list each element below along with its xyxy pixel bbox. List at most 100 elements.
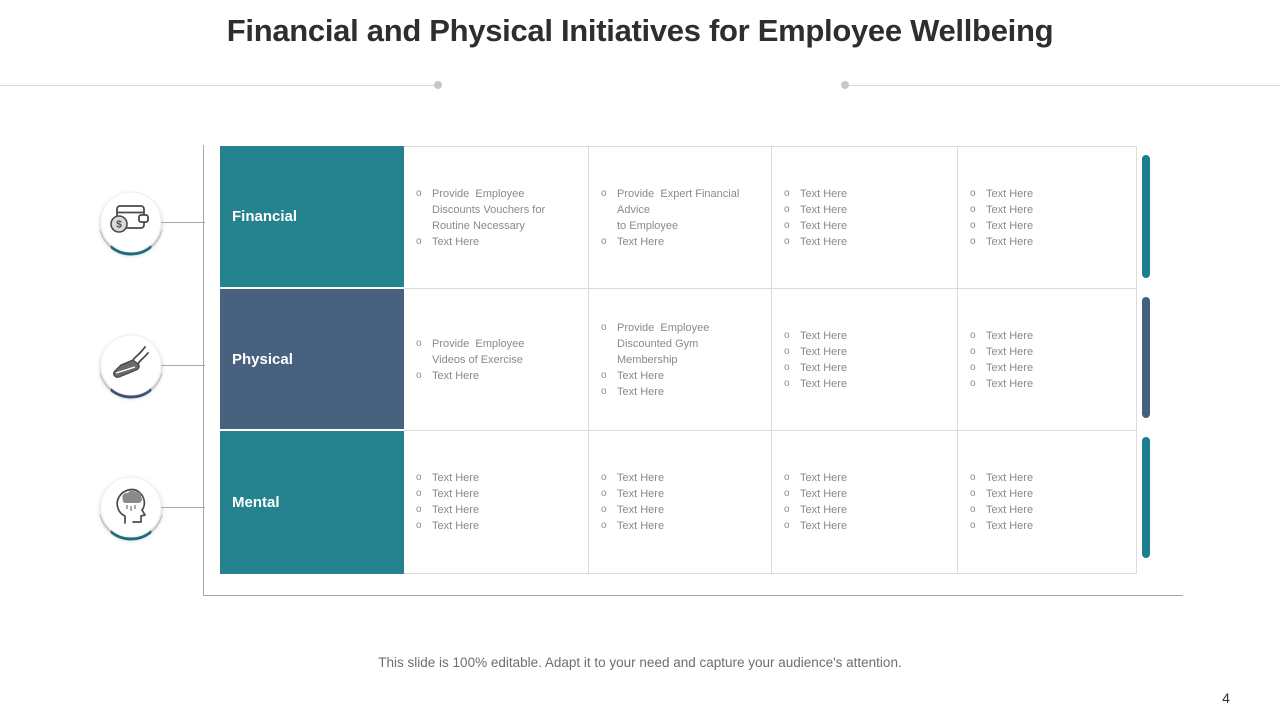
bullet-item: o Text Here xyxy=(970,344,1128,360)
row-header-label: Physical xyxy=(232,350,293,368)
bullet-item: o Provide Employee Discounted Gym Members… xyxy=(601,320,763,368)
bullet-marker: o xyxy=(784,472,790,483)
bullet-text: Text Here xyxy=(800,377,848,390)
bullet-item: o Text Here xyxy=(784,486,949,502)
row-accent-bar xyxy=(1142,297,1150,418)
bullet-text: Text Here xyxy=(800,219,848,232)
bullet-item: o Text Here xyxy=(601,368,763,384)
bullet-text: Text Here xyxy=(432,369,480,382)
bullet-text: Text Here xyxy=(986,472,1034,484)
table-cell: o Provide Employee Videos of Exercise o Tex… xyxy=(404,289,589,431)
table-cell: o Text Here o Text Here o Text Here o Text Here xyxy=(772,146,958,289)
bullet-marker: o xyxy=(970,203,976,215)
bullet-item: o Text Here xyxy=(970,234,1128,250)
row-accent-bar xyxy=(1142,437,1150,558)
table-cell: o Text Here o Text Here o Text Here o Text Here xyxy=(958,289,1137,431)
bullet-text: Text Here xyxy=(986,219,1034,232)
bullet-marker: o xyxy=(601,504,607,515)
table-cell: o Provide Employee Discounted Gym Members… xyxy=(589,289,772,431)
bullet-item: o Text Here xyxy=(416,368,580,384)
table-cell: o Text Here o Text Here o Text Here o Text Here xyxy=(589,431,772,574)
bullet-item: o Text Here xyxy=(970,376,1128,392)
bullet-text: Text Here xyxy=(800,472,848,484)
bullet-item: o Text Here xyxy=(970,186,1128,202)
bullet-text: Provide Employee Discounts Vouchers for … xyxy=(432,187,546,232)
bullet-item: o Provide Expert Financial Advice to Empl… xyxy=(601,186,763,234)
table-cell: o Text Here o Text Here o Text Here o Text Here xyxy=(772,289,958,431)
bullet-text: Text Here xyxy=(617,488,665,500)
bullet-marker: o xyxy=(970,345,976,357)
bullet-marker: o xyxy=(784,203,790,215)
bullet-text: Text Here xyxy=(800,187,848,200)
bullet-text: Text Here xyxy=(800,329,848,342)
bullet-item: o Text Here xyxy=(784,376,949,392)
bullet-marker: o xyxy=(601,187,607,199)
slide-title: Financial and Physical Initiatives for E… xyxy=(226,13,1054,48)
bullet-item: o Text Here xyxy=(601,502,763,518)
bullet-marker: o xyxy=(784,377,790,389)
bullet-marker: o xyxy=(601,472,607,483)
bullet-text: Text Here xyxy=(986,520,1034,532)
bullet-marker: o xyxy=(784,488,790,499)
bullet-item: o Text Here xyxy=(784,470,949,486)
bullet-marker: o xyxy=(970,504,976,515)
bullet-item: o Text Here xyxy=(784,518,949,534)
bullet-marker: o xyxy=(784,235,790,247)
bullet-text: Text Here xyxy=(986,504,1034,516)
bullet-text: Provide Employee Videos of Exercise xyxy=(432,337,525,366)
table-cell: o Text Here o Text Here o Text Here o Text Here xyxy=(958,431,1137,574)
bullet-marker: o xyxy=(416,337,422,349)
bullet-item: o Provide Employee Discounts Vouchers for… xyxy=(416,186,580,234)
bullet-marker: o xyxy=(970,235,976,247)
bullet-marker: o xyxy=(416,472,422,483)
divider-dot-icon xyxy=(434,81,442,89)
bullet-text: Provide Employee Discounted Gym Membersh… xyxy=(617,321,710,366)
bullet-marker: o xyxy=(416,520,422,531)
bullet-item: o Text Here xyxy=(601,518,763,534)
row-header-financial: Financial xyxy=(220,146,404,289)
bullet-text: Text Here xyxy=(986,187,1034,200)
bullet-item: o Text Here xyxy=(970,202,1128,218)
bullet-marker: o xyxy=(601,520,607,531)
bullet-marker: o xyxy=(416,235,422,247)
bullet-text: Text Here xyxy=(800,488,848,500)
bullet-item: o Text Here xyxy=(416,502,580,518)
table-cell: o Text Here o Text Here o Text Here o Text Here xyxy=(772,431,958,574)
bullet-item: o Text Here xyxy=(601,384,763,400)
bullet-text: Text Here xyxy=(986,203,1034,216)
bullet-text: Text Here xyxy=(800,361,848,374)
bullet-marker: o xyxy=(970,377,976,389)
bullet-text: Text Here xyxy=(800,520,848,532)
icon-connector-line xyxy=(161,507,205,508)
bullet-text: Text Here xyxy=(800,235,848,248)
bullet-marker: o xyxy=(416,369,422,381)
icon-connector-line xyxy=(161,222,205,223)
table-cell: o Provide Expert Financial Advice to Empl… xyxy=(589,146,772,289)
row-header-label: Mental xyxy=(232,494,280,511)
table-bracket-horizontal xyxy=(203,595,1183,596)
bullet-marker: o xyxy=(784,520,790,531)
bullet-marker: o xyxy=(784,187,790,199)
bullet-text: Text Here xyxy=(432,488,480,500)
bullet-marker: o xyxy=(970,472,976,483)
bullet-marker: o xyxy=(784,219,790,231)
bullet-text: Text Here xyxy=(432,235,480,248)
table-cell: o Provide Employee Discounts Vouchers for… xyxy=(404,146,589,289)
bullet-item: o Text Here xyxy=(784,344,949,360)
row-header-label: Financial xyxy=(232,208,298,225)
bullet-text: Text Here xyxy=(617,504,665,516)
bullet-item: o Text Here xyxy=(601,486,763,502)
bullet-text: Text Here xyxy=(617,520,665,532)
page-number: 4 xyxy=(1222,690,1230,706)
svg-text:$: $ xyxy=(116,220,122,231)
bullet-text: Text Here xyxy=(800,504,848,516)
mental-health-icon xyxy=(88,469,174,555)
bullet-marker: o xyxy=(601,369,607,381)
wellbeing-table: Financial o Provide Employee Discounts Vou… xyxy=(220,146,1137,574)
bullet-item: o Text Here xyxy=(784,186,949,202)
bullet-item: o Text Here xyxy=(784,360,949,376)
bullet-text: Text Here xyxy=(986,345,1034,358)
title-divider-right xyxy=(849,85,1280,86)
bullet-marker: o xyxy=(970,488,976,499)
bullet-text: Text Here xyxy=(986,329,1034,342)
